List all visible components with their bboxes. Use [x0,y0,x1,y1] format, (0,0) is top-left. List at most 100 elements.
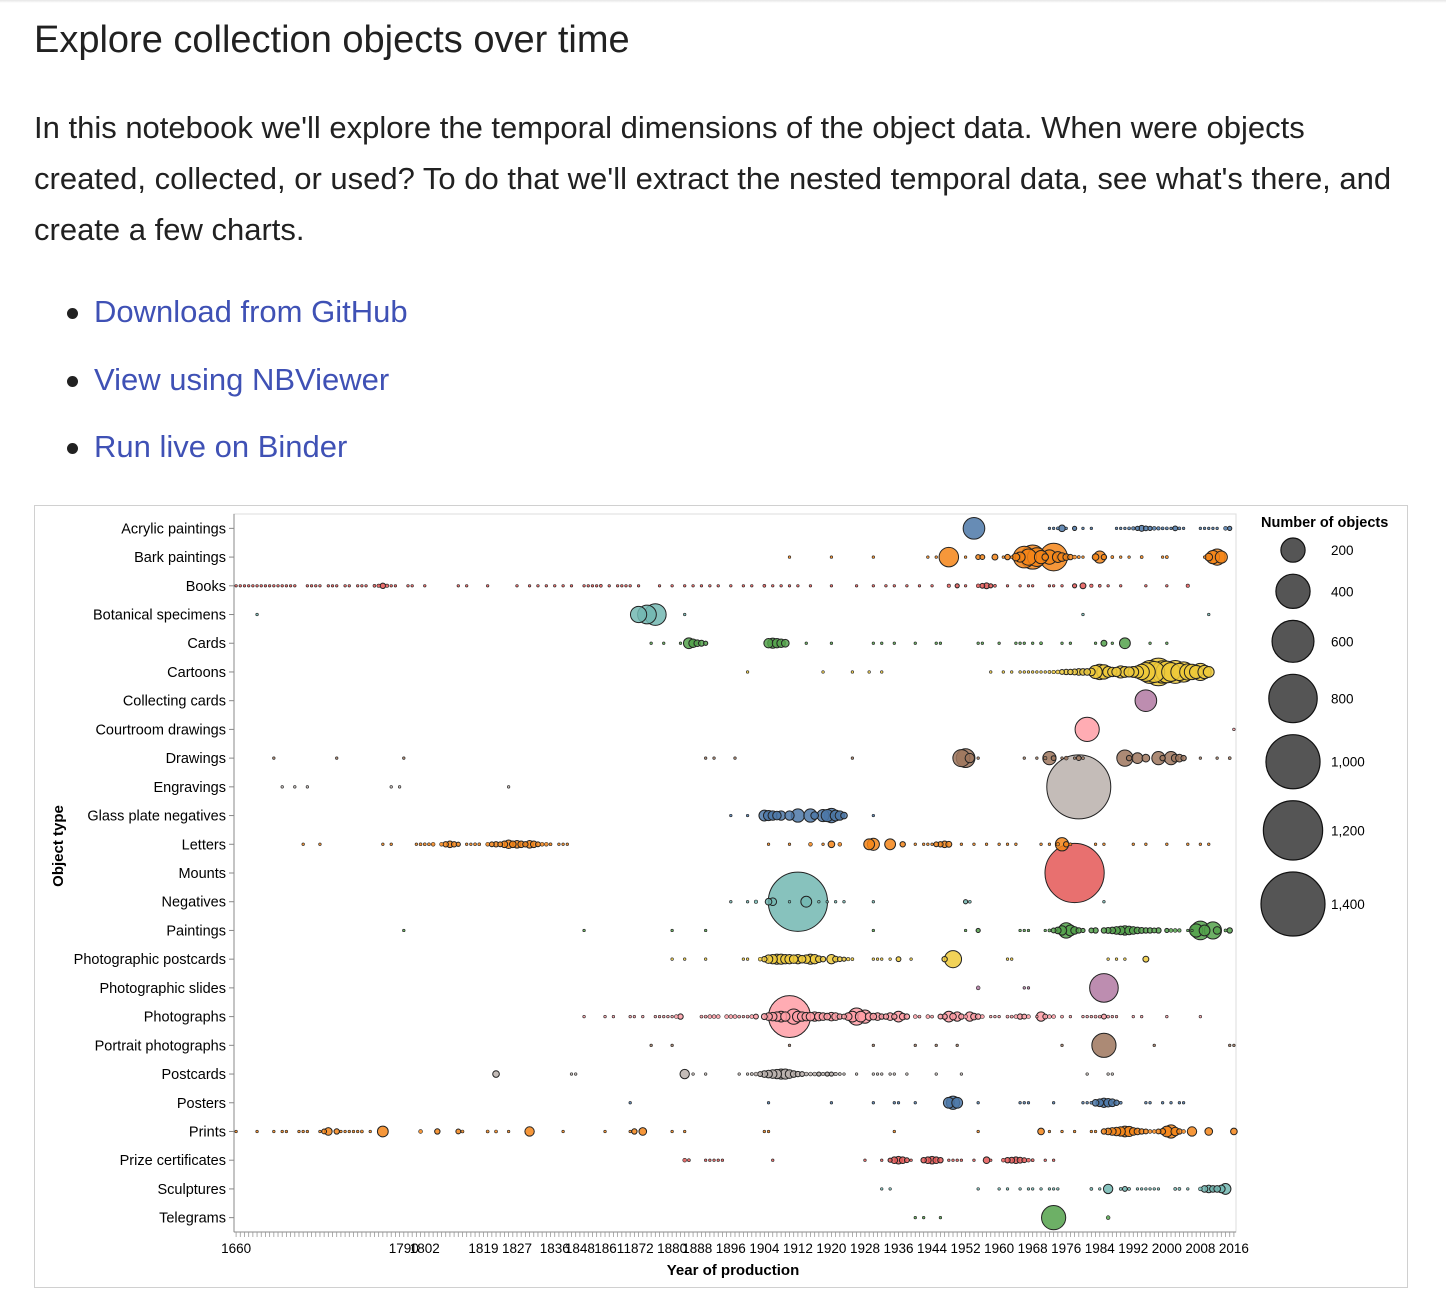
data-point[interactable] [1050,927,1057,934]
data-point[interactable] [251,584,255,588]
data-point[interactable] [1060,1129,1064,1134]
data-point[interactable] [1148,641,1152,645]
data-point[interactable] [1018,584,1022,588]
data-point[interactable] [989,670,993,674]
data-point[interactable] [771,584,775,588]
data-point[interactable] [880,670,884,674]
data-point[interactable] [880,1187,884,1191]
data-point[interactable] [749,1014,754,1019]
data-point[interactable] [1026,1101,1031,1105]
data-point[interactable] [465,842,469,846]
data-point[interactable] [1114,1015,1119,1019]
data-point[interactable] [1010,555,1014,559]
data-point[interactable] [1067,668,1074,676]
data-point[interactable] [833,1072,838,1077]
data-point[interactable] [958,1013,965,1020]
data-point[interactable] [1134,525,1141,531]
data-point[interactable] [360,1129,364,1134]
data-point[interactable] [745,957,750,961]
data-point[interactable] [930,1014,934,1019]
data-point[interactable] [732,1014,738,1019]
data-point[interactable] [272,584,276,588]
data-point[interactable] [670,1129,674,1134]
data-point[interactable] [951,1096,964,1109]
data-point[interactable] [1141,753,1151,763]
data-point[interactable] [930,842,934,846]
data-point[interactable] [804,1071,809,1077]
data-point[interactable] [788,954,799,964]
data-point[interactable] [871,1043,875,1047]
data-point[interactable] [1026,928,1031,933]
data-point[interactable] [1060,1043,1064,1047]
data-point[interactable] [1071,525,1078,531]
data-point[interactable] [805,1011,816,1022]
data-point[interactable] [799,1071,805,1077]
data-point[interactable] [1165,526,1169,531]
data-point[interactable] [1148,1187,1152,1191]
data-point[interactable] [305,1129,309,1134]
data-point[interactable] [772,810,782,821]
data-point[interactable] [1039,842,1043,846]
data-point[interactable] [1226,927,1233,934]
data-point[interactable] [318,842,322,846]
data-point[interactable] [729,584,733,588]
data-point[interactable] [1185,583,1190,588]
data-point[interactable] [280,785,284,789]
data-point[interactable] [913,1014,918,1019]
data-point[interactable] [711,1014,717,1019]
data-point[interactable] [691,584,695,588]
data-point[interactable] [522,841,529,848]
data-point[interactable] [842,1072,846,1076]
data-point[interactable] [402,928,406,933]
data-point[interactable] [963,584,968,588]
data-point[interactable] [379,582,387,590]
data-point[interactable] [829,555,834,559]
data-point[interactable] [934,641,938,645]
data-point[interactable] [1009,1014,1014,1019]
data-point[interactable] [962,517,986,540]
data-point[interactable] [922,842,926,846]
data-point[interactable] [821,842,825,846]
data-point[interactable] [1140,1015,1144,1019]
data-point[interactable] [766,842,771,846]
data-point[interactable] [1160,526,1165,531]
data-point[interactable] [628,584,632,588]
data-point[interactable] [683,957,687,961]
data-point[interactable] [1001,555,1005,559]
data-point[interactable] [1093,842,1098,846]
data-point[interactable] [959,1158,963,1162]
data-point[interactable] [1026,670,1031,674]
data-point[interactable] [1211,526,1215,530]
data-point[interactable] [1123,526,1127,530]
data-point[interactable] [980,641,984,645]
data-point[interactable] [666,1015,670,1019]
data-point[interactable] [263,584,268,588]
data-point[interactable] [1059,669,1065,675]
data-point[interactable] [993,1015,997,1019]
data-point[interactable] [439,842,444,847]
data-point[interactable] [1186,1187,1190,1191]
data-point[interactable] [1102,900,1106,904]
data-point[interactable] [1156,1187,1161,1191]
data-point[interactable] [293,584,297,588]
data-point[interactable] [1144,842,1148,846]
data-point[interactable] [945,840,953,848]
data-point[interactable] [1001,1157,1006,1163]
data-point[interactable] [1083,668,1091,676]
data-point[interactable] [946,583,951,588]
data-point[interactable] [679,1068,690,1080]
data-point[interactable] [314,584,318,588]
data-point[interactable] [1081,526,1085,530]
data-point[interactable] [1111,666,1122,678]
data-point[interactable] [1026,1014,1031,1019]
data-point[interactable] [1106,584,1110,588]
data-point[interactable] [1110,1072,1114,1076]
data-point[interactable] [712,1158,716,1162]
data-point[interactable] [1031,1187,1035,1191]
data-point[interactable] [662,1015,666,1019]
data-point[interactable] [1172,928,1178,933]
data-point[interactable] [1052,526,1056,530]
data-point[interactable] [871,584,875,588]
data-point[interactable] [586,584,590,588]
data-point[interactable] [938,641,943,645]
